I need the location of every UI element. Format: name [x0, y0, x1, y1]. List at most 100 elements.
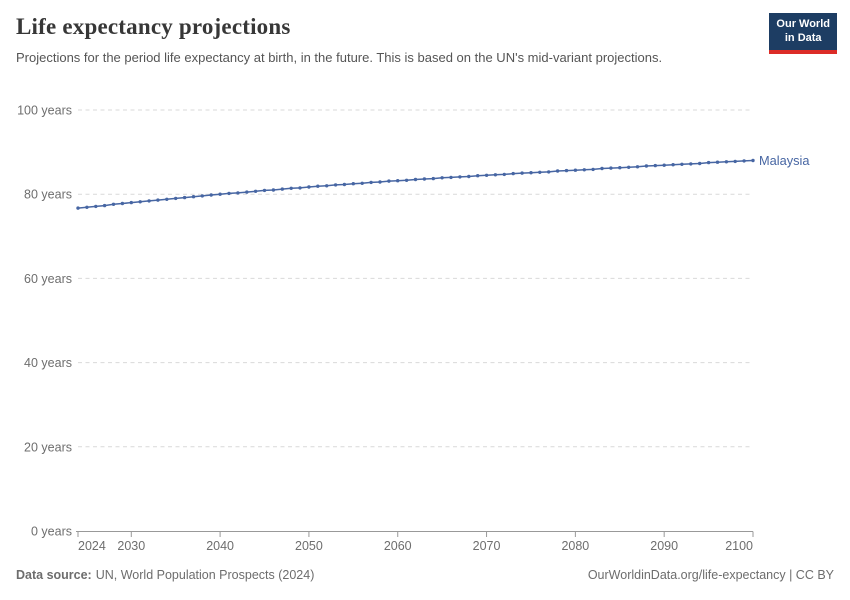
- data-point[interactable]: [413, 177, 418, 182]
- x-tick-label: 2030: [117, 539, 145, 553]
- data-point[interactable]: [458, 175, 462, 179]
- data-point[interactable]: [440, 176, 444, 180]
- data-point[interactable]: [182, 195, 187, 200]
- data-point[interactable]: [369, 180, 373, 185]
- data-point[interactable]: [698, 161, 702, 166]
- data-point[interactable]: [271, 188, 276, 192]
- data-point[interactable]: [404, 178, 409, 182]
- data-point[interactable]: [165, 197, 169, 201]
- x-tick-label: 2080: [561, 539, 589, 553]
- data-point[interactable]: [547, 170, 551, 174]
- data-source-note: Data source: UN, World Population Prospec…: [16, 568, 314, 582]
- data-point[interactable]: [387, 179, 391, 183]
- data-point[interactable]: [253, 189, 258, 193]
- data-point[interactable]: [209, 193, 213, 197]
- data-point[interactable]: [582, 168, 586, 172]
- data-point[interactable]: [564, 168, 569, 173]
- data-point[interactable]: [396, 179, 400, 183]
- data-point[interactable]: [325, 184, 329, 188]
- data-point[interactable]: [236, 191, 240, 195]
- data-point[interactable]: [555, 169, 560, 173]
- data-point[interactable]: [431, 176, 435, 181]
- x-tick-label: 2060: [384, 539, 412, 553]
- data-point[interactable]: [138, 200, 142, 204]
- data-point[interactable]: [618, 166, 622, 170]
- data-point[interactable]: [174, 196, 178, 201]
- data-point[interactable]: [191, 195, 196, 199]
- data-point[interactable]: [111, 202, 116, 206]
- data-point[interactable]: [102, 203, 107, 208]
- data-point[interactable]: [653, 163, 657, 168]
- data-point[interactable]: [422, 177, 427, 181]
- owid-logo-line2: in Data: [784, 31, 822, 44]
- data-point[interactable]: [689, 162, 693, 166]
- data-point[interactable]: [333, 183, 338, 187]
- y-tick-label: 100 years: [17, 104, 72, 118]
- data-point[interactable]: [644, 164, 649, 168]
- y-tick-label: 20 years: [24, 440, 72, 454]
- data-point[interactable]: [449, 175, 453, 180]
- data-point[interactable]: [627, 165, 631, 169]
- data-point[interactable]: [85, 205, 89, 209]
- data-point[interactable]: [484, 173, 489, 177]
- data-point[interactable]: [706, 160, 711, 165]
- data-point[interactable]: [245, 190, 249, 194]
- data-point[interactable]: [467, 174, 471, 179]
- y-tick-label: 40 years: [24, 356, 72, 370]
- data-point[interactable]: [280, 187, 284, 191]
- data-point[interactable]: [120, 201, 125, 206]
- data-point[interactable]: [289, 186, 293, 190]
- license-link-text: OurWorldinData.org/life-expectancy | CC …: [587, 568, 834, 582]
- data-point[interactable]: [662, 163, 666, 167]
- data-point[interactable]: [129, 200, 133, 205]
- data-point[interactable]: [671, 163, 675, 167]
- data-point[interactable]: [733, 159, 737, 164]
- data-point[interactable]: [609, 166, 613, 170]
- y-tick-label: 0 years: [31, 525, 72, 539]
- data-point[interactable]: [476, 174, 480, 178]
- page-title: Life expectancy projections: [16, 14, 291, 39]
- x-tick-label: 2070: [473, 539, 501, 553]
- data-point[interactable]: [742, 159, 746, 163]
- x-tick-label: 2024: [78, 539, 106, 553]
- data-point[interactable]: [502, 172, 506, 177]
- owid-logo[interactable]: Our World in Data: [769, 13, 837, 54]
- data-point[interactable]: [147, 199, 151, 203]
- data-source-text: UN, World Population Prospects (2024): [95, 568, 315, 582]
- data-point[interactable]: [529, 171, 533, 175]
- data-point[interactable]: [94, 204, 98, 209]
- data-point[interactable]: [316, 184, 320, 188]
- x-tick-label: 2050: [295, 539, 323, 553]
- data-point[interactable]: [200, 194, 204, 198]
- data-point[interactable]: [511, 171, 515, 176]
- data-point[interactable]: [360, 181, 364, 185]
- data-point[interactable]: [573, 168, 578, 172]
- data-point[interactable]: [227, 191, 231, 196]
- data-point[interactable]: [680, 162, 684, 166]
- data-point[interactable]: [591, 167, 595, 172]
- data-point[interactable]: [218, 192, 222, 196]
- data-point[interactable]: [378, 180, 382, 184]
- data-point[interactable]: [493, 173, 498, 177]
- data-point[interactable]: [156, 198, 160, 202]
- data-point[interactable]: [76, 206, 80, 210]
- data-point[interactable]: [298, 186, 302, 190]
- y-tick-label: 60 years: [24, 272, 72, 286]
- data-point[interactable]: [635, 165, 640, 169]
- data-point[interactable]: [262, 188, 267, 193]
- data-point[interactable]: [307, 185, 311, 189]
- data-point[interactable]: [342, 182, 347, 187]
- license-link[interactable]: OurWorldinData.org/life-expectancy | CC …: [588, 568, 834, 582]
- trend-line[interactable]: [77, 159, 754, 209]
- data-point[interactable]: [520, 171, 524, 175]
- data-point[interactable]: [351, 182, 355, 186]
- x-tick-label: 2100: [725, 539, 753, 553]
- data-point[interactable]: [600, 166, 604, 171]
- data-point[interactable]: [538, 170, 542, 174]
- data-point[interactable]: [751, 158, 755, 163]
- y-tick-label: 80 years: [24, 188, 72, 202]
- entity-label[interactable]: Malaysia: [759, 153, 810, 168]
- data-point[interactable]: [715, 160, 720, 164]
- data-point[interactable]: [724, 160, 729, 164]
